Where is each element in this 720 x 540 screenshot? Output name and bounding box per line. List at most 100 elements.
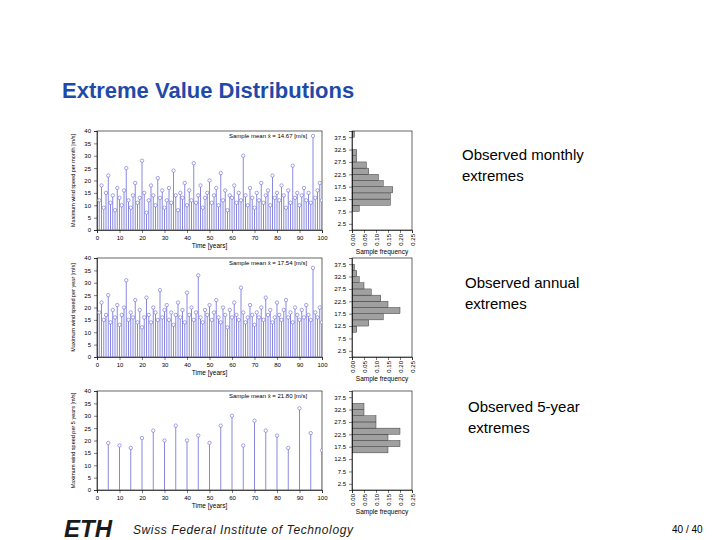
y-axis-title: Maximum wind speed per 5 years [m/s] <box>70 392 76 488</box>
x-tick: 0.20 <box>398 230 404 246</box>
y-tick-mark <box>349 471 352 472</box>
x-tick: 0 <box>96 490 100 501</box>
y-tick: 2.5 <box>338 481 352 487</box>
page-number: 40 / 40 <box>672 524 703 535</box>
stem-marker <box>143 191 146 194</box>
y-tick-label: 20 <box>84 438 91 444</box>
x-tick: 0 <box>96 230 100 241</box>
stem-marker <box>219 171 222 174</box>
stem <box>209 443 210 490</box>
stem-marker <box>109 321 112 324</box>
stem <box>178 210 179 230</box>
plot-frame <box>97 131 322 230</box>
stem-marker <box>129 206 132 209</box>
y-tick-label: 30 <box>84 153 91 159</box>
y-tick-label: 27.5 <box>334 419 346 425</box>
stem <box>254 208 255 230</box>
x-tick-label: 90 <box>297 495 304 501</box>
histogram-bar <box>352 174 378 180</box>
y-tick-label: 30 <box>84 413 91 419</box>
x-tick-label: 0 <box>96 362 100 368</box>
stem <box>153 308 154 358</box>
y-tick-label: 0 <box>88 227 92 233</box>
stem-marker <box>291 321 294 324</box>
stem-marker <box>311 266 314 269</box>
stem-marker <box>275 191 278 194</box>
stem <box>310 433 311 490</box>
stem-marker <box>230 414 233 417</box>
histogram-bar <box>352 181 383 187</box>
y-tick-mark <box>94 465 97 466</box>
stem <box>157 320 158 357</box>
y-tick: 0 <box>88 227 97 233</box>
y-tick: 27.5 <box>334 419 352 425</box>
histogram-bars <box>352 403 400 453</box>
stem <box>274 317 275 357</box>
y-tick-mark <box>94 428 97 429</box>
stem-marker <box>149 184 152 187</box>
stem-marker <box>197 274 200 277</box>
stem-marker <box>208 303 211 306</box>
stem-marker <box>194 311 197 314</box>
y-tick-label: 17.5 <box>334 444 346 450</box>
y-tick-label: 32.5 <box>334 407 346 413</box>
stem <box>261 308 262 358</box>
y-tick-mark <box>349 326 352 327</box>
stem <box>146 213 147 230</box>
stem <box>241 288 242 357</box>
y-tick: 25 <box>84 426 97 432</box>
stem <box>135 300 136 357</box>
stem <box>263 203 264 230</box>
caption-line: extremes <box>468 419 530 436</box>
stem <box>153 195 154 230</box>
x-tick-mark <box>165 230 166 233</box>
x-tick: 0.10 <box>374 490 380 506</box>
stem <box>166 305 167 357</box>
stem <box>137 203 138 230</box>
x-tick-label: 0.05 <box>362 493 368 505</box>
x-axis-line <box>353 491 413 494</box>
stem <box>164 441 165 491</box>
stem <box>126 280 127 357</box>
x-tick: 10 <box>117 490 124 501</box>
x-tick-mark <box>232 230 233 233</box>
y-tick-mark <box>349 150 352 151</box>
x-tick-label: 100 <box>317 495 328 501</box>
y-tick-label: 12.5 <box>334 456 346 462</box>
y-tick-mark <box>349 484 352 485</box>
y-tick-label: 25 <box>84 426 91 432</box>
y-tick-label: 25 <box>84 166 91 172</box>
y-tick-mark <box>94 308 97 309</box>
x-tick: 0.00 <box>350 357 356 373</box>
y-tick-label: 40 <box>84 255 91 261</box>
y-tick-mark <box>94 490 97 491</box>
x-tick: 0.20 <box>398 490 404 506</box>
stem-marker <box>152 306 155 309</box>
stem <box>227 327 228 357</box>
histogram-bar <box>352 168 369 174</box>
stem <box>313 136 314 230</box>
x-tick-label: 0.05 <box>362 360 368 372</box>
y-tick: 35 <box>84 268 97 274</box>
stem-marks <box>98 266 322 357</box>
stem-marker <box>188 313 191 316</box>
stem <box>272 176 273 230</box>
stem-marker <box>314 311 317 314</box>
x-tick: 70 <box>252 357 259 368</box>
stem <box>139 310 140 357</box>
stem <box>151 322 152 357</box>
x-tick-mark <box>210 490 211 493</box>
stem-marker <box>289 201 292 204</box>
x-tick-mark <box>300 357 301 360</box>
histogram-bars <box>352 264 400 332</box>
x-tick-mark <box>388 490 389 493</box>
stem <box>277 436 278 490</box>
y-axis: 0510152025303540 <box>84 255 97 360</box>
stem <box>175 426 176 490</box>
stem-marker <box>156 176 159 179</box>
y-tick: 35 <box>84 141 97 147</box>
stem-marker <box>278 313 281 316</box>
stem-marker <box>147 313 150 316</box>
histogram-bar <box>352 277 359 283</box>
stem-marker <box>131 194 134 197</box>
